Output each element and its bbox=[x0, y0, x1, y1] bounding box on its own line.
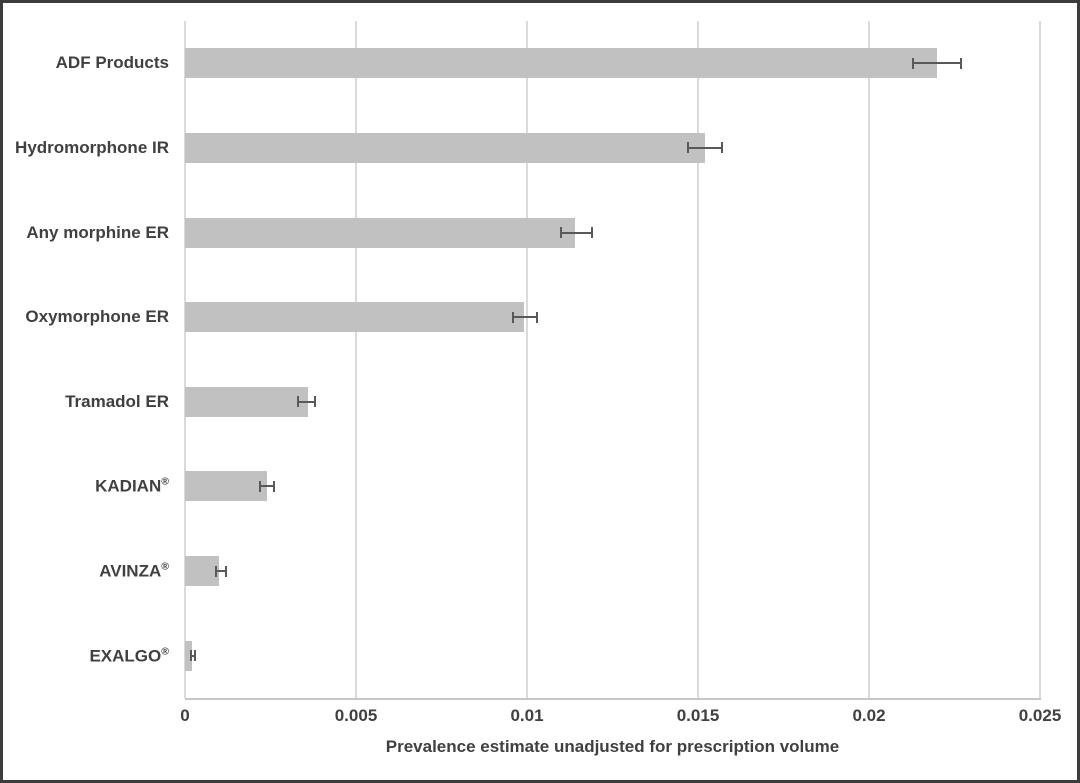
bar bbox=[185, 386, 309, 417]
gridline bbox=[1039, 21, 1041, 698]
category-label: ADF Products bbox=[55, 53, 169, 73]
error-bar-cap bbox=[960, 57, 963, 69]
gridline bbox=[355, 21, 357, 698]
x-axis-line bbox=[185, 698, 1041, 700]
error-bar bbox=[561, 231, 592, 234]
category-label: Tramadol ER bbox=[65, 391, 169, 411]
error-bar bbox=[513, 316, 538, 319]
error-bar-cap bbox=[720, 142, 723, 154]
error-bar bbox=[913, 62, 962, 65]
error-bar-cap bbox=[512, 311, 515, 323]
error-bar bbox=[215, 570, 227, 573]
category-label: Any morphine ER bbox=[26, 222, 169, 242]
error-bar-cap bbox=[259, 480, 262, 492]
error-bar-cap bbox=[296, 396, 299, 408]
x-tick-label: 0.01 bbox=[510, 706, 544, 725]
bar bbox=[185, 471, 268, 502]
error-bar-cap bbox=[194, 650, 197, 662]
x-tick-label: 0.025 bbox=[1018, 706, 1062, 725]
gridline bbox=[868, 21, 870, 698]
category-label: AVINZA® bbox=[99, 560, 169, 581]
x-axis-title: Prevalence estimate unadjusted for presc… bbox=[385, 737, 840, 756]
bar bbox=[185, 640, 192, 671]
x-tick-label: 0.015 bbox=[676, 706, 720, 725]
error-bar bbox=[687, 146, 722, 149]
error-bar-cap bbox=[313, 396, 316, 408]
category-label: EXALGO® bbox=[89, 645, 169, 666]
x-tick-label: 0 bbox=[180, 706, 190, 725]
error-bar bbox=[297, 400, 315, 403]
x-tick-label: 0.005 bbox=[334, 706, 378, 725]
gridline bbox=[526, 21, 528, 698]
x-tick-label: 0.02 bbox=[852, 706, 886, 725]
x-axis-ticks: 0 0.005 0.01 0.015 0.02 0.025 bbox=[180, 706, 1061, 732]
error-bar-cap bbox=[912, 57, 915, 69]
gridline bbox=[184, 21, 186, 698]
bar bbox=[185, 556, 220, 587]
bar bbox=[185, 302, 524, 333]
category-label: KADIAN® bbox=[95, 476, 169, 496]
error-bar-cap bbox=[686, 142, 689, 154]
bar bbox=[185, 48, 938, 79]
bar bbox=[185, 217, 575, 248]
bar bbox=[185, 132, 705, 163]
error-bar bbox=[260, 485, 274, 488]
plot-area bbox=[184, 21, 1041, 698]
error-bar-cap bbox=[189, 650, 192, 662]
error-bar-cap bbox=[225, 565, 228, 577]
error-bar-cap bbox=[536, 311, 539, 323]
category-label: Oxymorphone ER bbox=[25, 307, 169, 327]
error-bar-cap bbox=[272, 480, 275, 492]
gridline bbox=[697, 21, 699, 698]
category-label: Hydromorphone IR bbox=[15, 137, 169, 157]
error-bar-cap bbox=[214, 565, 217, 577]
error-bar-cap bbox=[560, 227, 563, 239]
category-labels: ADF Products Hydromorphone IR Any morphine… bbox=[3, 21, 169, 698]
error-bar bbox=[190, 654, 196, 657]
error-bar-cap bbox=[590, 227, 593, 239]
